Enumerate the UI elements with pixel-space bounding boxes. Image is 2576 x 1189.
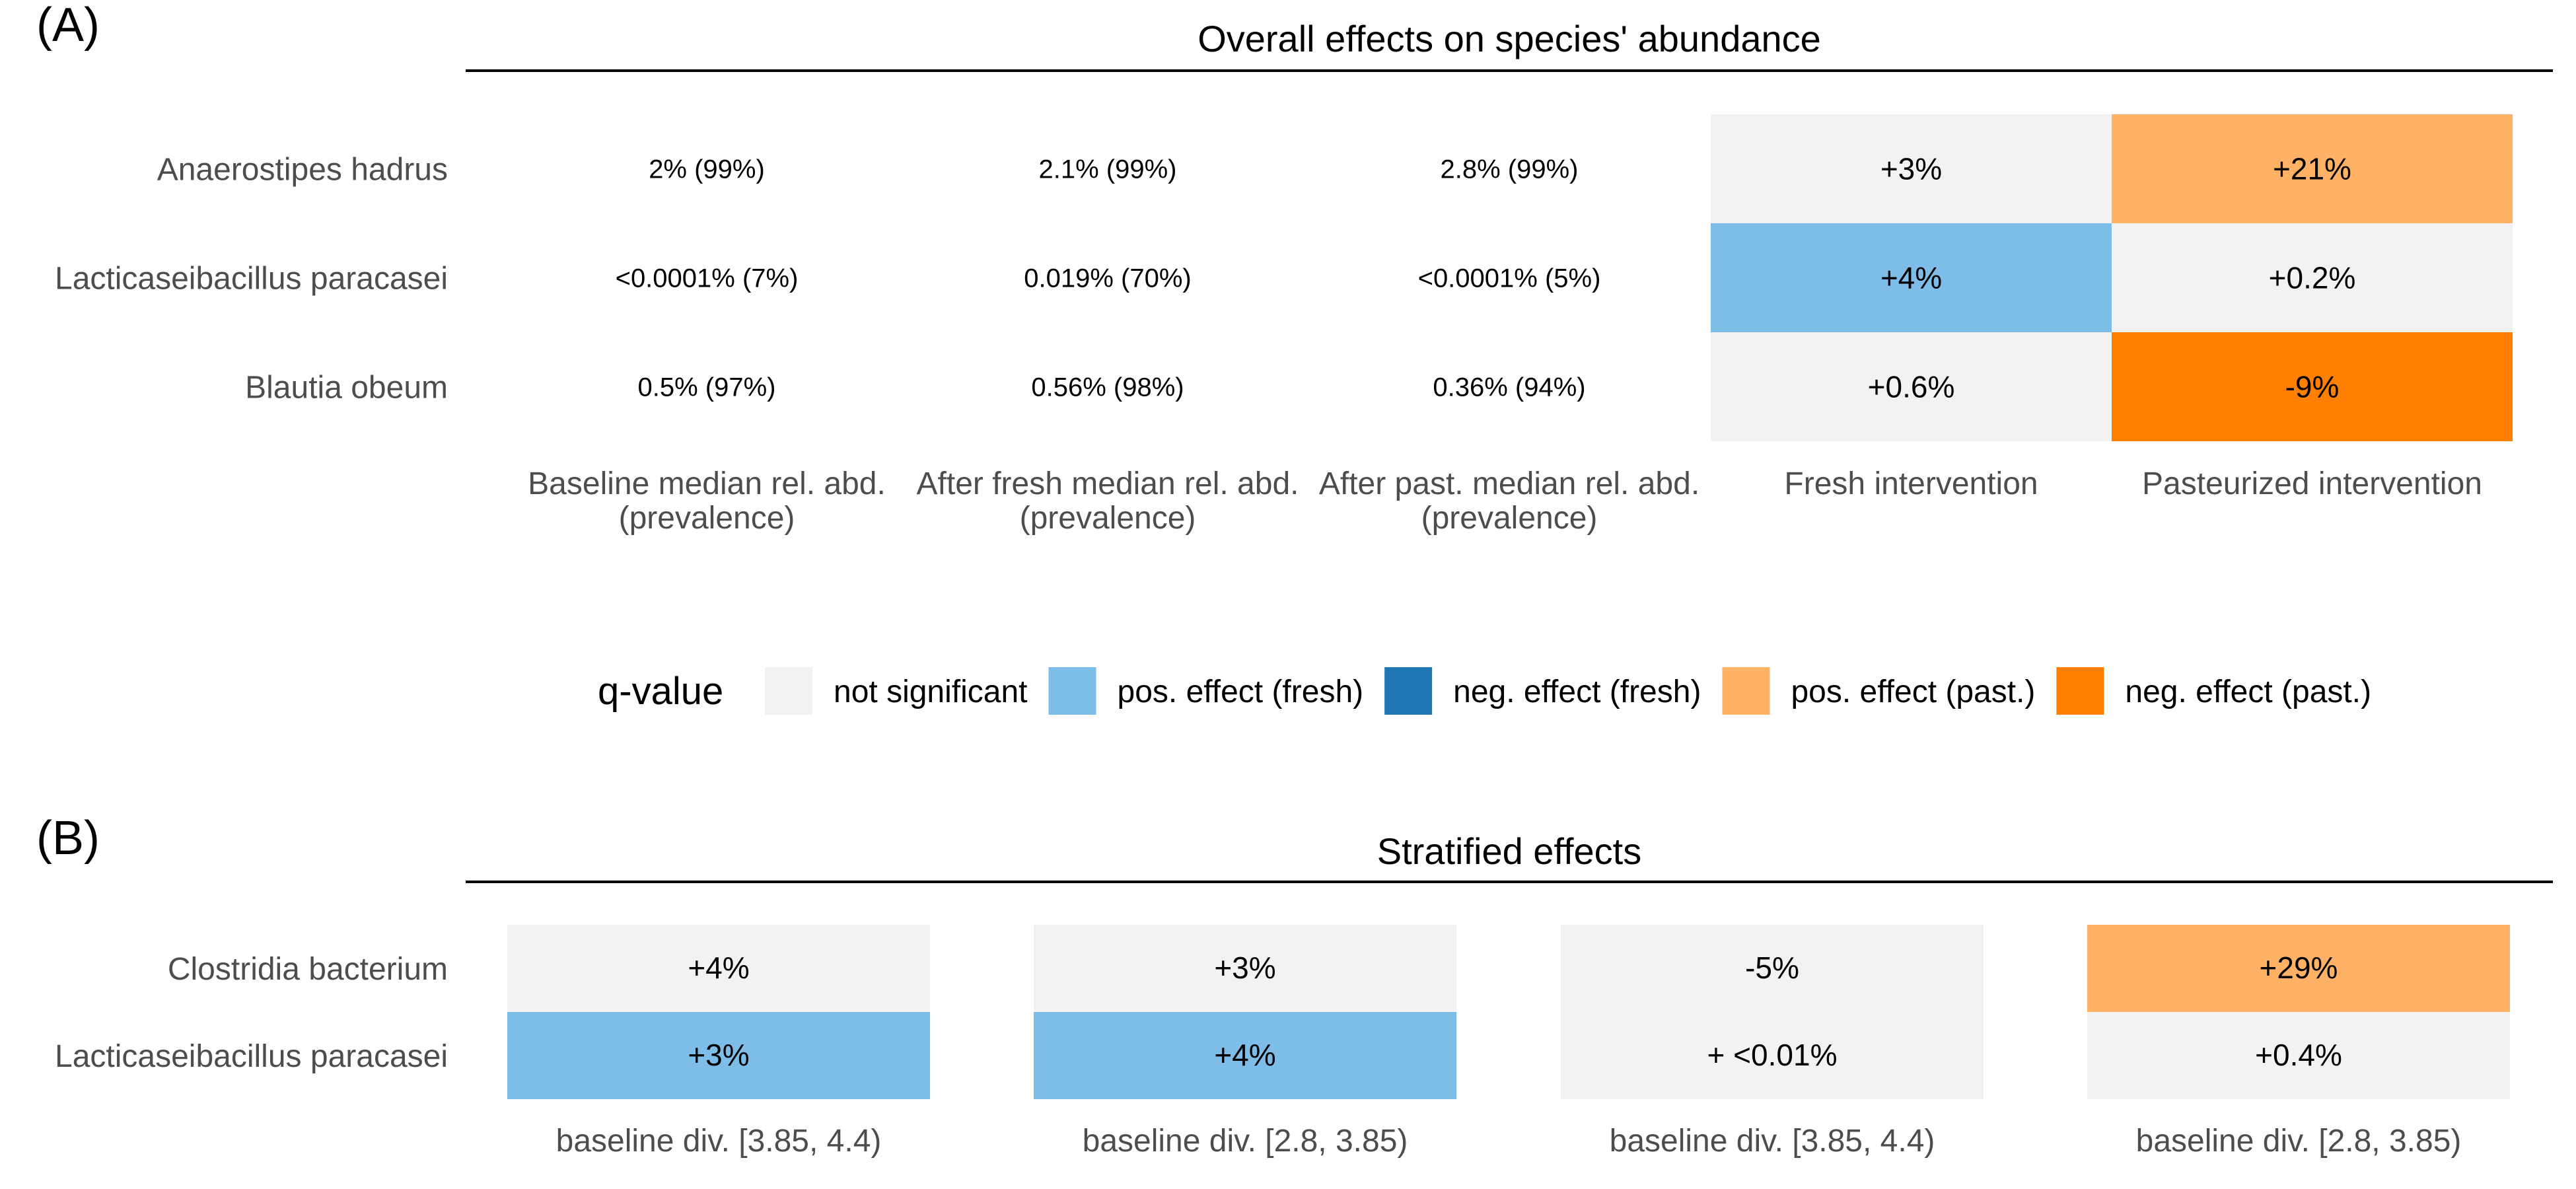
stratum-column-label: baseline div. [3.85, 4.4) — [556, 1124, 882, 1159]
column-label-sub: (prevalence) — [1020, 501, 1196, 536]
legend-label: pos. effect (fresh) — [1118, 674, 1364, 709]
stratified-effect-tile — [2087, 925, 2510, 1012]
legend-swatch — [765, 667, 812, 715]
effect-tile — [1711, 223, 2112, 332]
legend-swatch — [1722, 667, 1770, 715]
stratified-effect-value: +0.4% — [2255, 1038, 2342, 1072]
stratified-effect-tile — [1561, 1012, 1984, 1099]
legend-label: neg. effect (past.) — [2125, 674, 2371, 709]
stratified-effect-value: -5% — [1745, 951, 1799, 985]
row-label-clostridia-bacterium: Clostridia bacterium — [168, 952, 448, 987]
effect-tile — [2112, 223, 2513, 332]
median-abundance-cell: 2.1% (99%) — [1039, 155, 1177, 184]
legend-label: pos. effect (past.) — [1791, 674, 2035, 709]
stratified-effect-value: +4% — [688, 951, 749, 985]
panel-b-label: (B) — [36, 812, 100, 865]
stratum-column-label: baseline div. [2.8, 3.85) — [2136, 1124, 2462, 1159]
effect-value-label: +3% — [1880, 152, 1942, 186]
row-label-blautia-obeum: Blautia obeum — [245, 371, 448, 406]
effect-value-label: +4% — [1880, 261, 1942, 295]
legend-swatch — [1048, 667, 1096, 715]
effect-tile — [1711, 114, 2112, 223]
median-abundance-cell: 0.019% (70%) — [1024, 264, 1191, 293]
stratified-effect-tile — [1034, 925, 1456, 1012]
legend-label: neg. effect (fresh) — [1453, 674, 1701, 709]
legend-label: not significant — [834, 674, 1028, 709]
stratum-column-label: baseline div. [3.85, 4.4) — [1610, 1124, 1935, 1159]
column-label: Baseline median rel. abd. — [528, 466, 886, 501]
effect-value-label: -9% — [2285, 370, 2340, 404]
legend-swatch — [1384, 667, 1433, 715]
stratified-effect-value: +3% — [1214, 951, 1275, 985]
column-label-sub: (prevalence) — [1421, 501, 1598, 536]
stratified-effect-value: +4% — [1214, 1038, 1275, 1072]
median-abundance-cell: <0.0001% (5%) — [1418, 264, 1601, 293]
column-label: Pasteurized intervention — [2142, 466, 2482, 501]
row-label-lacticaseibacillus-paracasei: Lacticaseibacillus paracasei — [55, 262, 448, 297]
panel-a-label: (A) — [36, 0, 100, 52]
effect-tile — [1711, 332, 2112, 441]
effect-value-label: +0.6% — [1868, 370, 1955, 404]
stratified-effect-tile — [507, 1012, 930, 1099]
row-label-anaerostipes-hadrus: Anaerostipes hadrus — [157, 153, 448, 188]
panel-a-title: Overall effects on species' abundance — [1198, 18, 1821, 59]
legend-swatch — [2056, 667, 2104, 715]
median-abundance-cell: 0.5% (97%) — [638, 373, 776, 402]
median-abundance-cell: 0.56% (98%) — [1031, 373, 1184, 402]
effect-tile — [2112, 114, 2513, 223]
column-label: After past. median rel. abd. — [1319, 466, 1699, 501]
stratified-effect-value: +3% — [688, 1038, 749, 1072]
column-label: After fresh median rel. abd. — [917, 466, 1299, 501]
effect-tile — [2112, 332, 2513, 441]
stratum-column-label: baseline div. [2.8, 3.85) — [1083, 1124, 1408, 1159]
panel-b-title: Stratified effects — [1377, 830, 1642, 872]
stratified-effect-tile — [2087, 1012, 2510, 1099]
column-label: Fresh intervention — [1784, 466, 2038, 501]
row-label-lacticaseibacillus-paracasei: Lacticaseibacillus paracasei — [55, 1039, 448, 1074]
median-abundance-cell: 2.8% (99%) — [1441, 155, 1579, 184]
effect-value-label: +0.2% — [2269, 261, 2356, 295]
stratified-effect-tile — [1561, 925, 1984, 1012]
stratified-effect-value: + <0.01% — [1707, 1038, 1838, 1072]
stratified-effect-tile — [1034, 1012, 1456, 1099]
stratified-effect-tile — [507, 925, 930, 1012]
stratified-effect-value: +29% — [2260, 951, 2338, 985]
effect-value-label: +21% — [2273, 152, 2351, 186]
legend-title: q-value — [598, 670, 723, 713]
median-abundance-cell: <0.0001% (7%) — [616, 264, 799, 293]
median-abundance-cell: 0.36% (94%) — [1433, 373, 1585, 402]
median-abundance-cell: 2% (99%) — [649, 155, 765, 184]
column-label-sub: (prevalence) — [619, 501, 795, 536]
